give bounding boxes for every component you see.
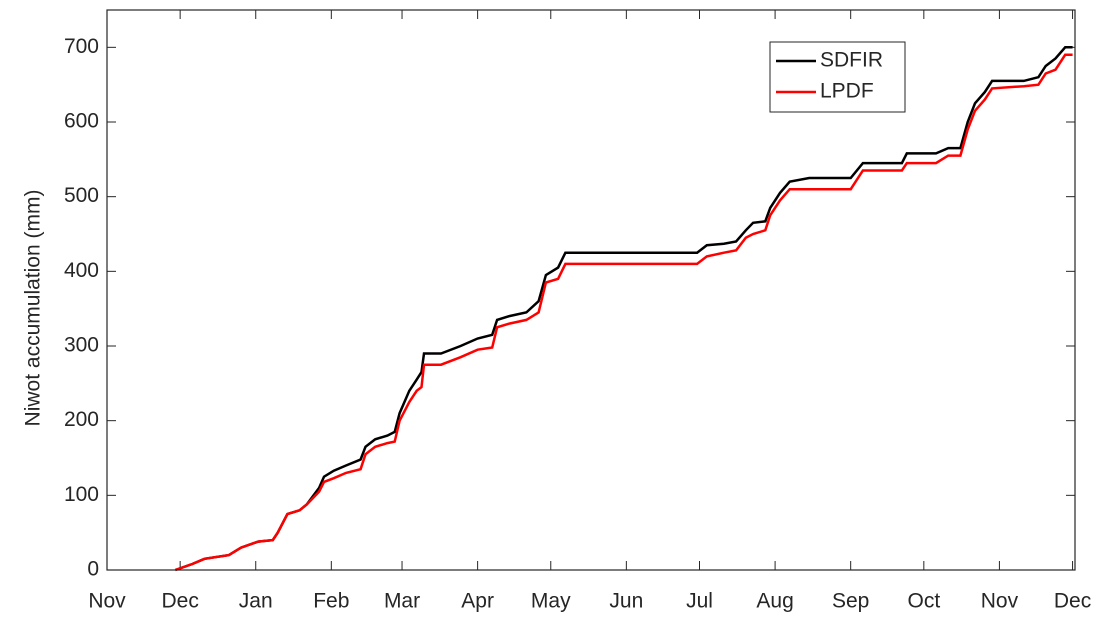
x-tick-label: Nov: [981, 590, 1019, 613]
y-tick-label: 700: [64, 35, 99, 58]
x-tick-label: Oct: [907, 590, 940, 613]
y-tick-label: 500: [64, 184, 99, 207]
x-tick-label: Apr: [461, 590, 494, 613]
x-tick-label: Jun: [609, 590, 643, 613]
y-tick-label: 400: [64, 259, 99, 282]
y-tick-label: 200: [64, 408, 99, 431]
x-tick-label: Jan: [239, 590, 273, 613]
y-tick-label: 0: [87, 558, 99, 581]
x-tick-label: Aug: [756, 590, 793, 613]
x-tick-label: May: [531, 590, 571, 613]
x-tick-label: Feb: [313, 590, 349, 613]
series-line: [174, 53, 1073, 572]
plot-frame: [106, 9, 1076, 571]
legend-box: [769, 41, 906, 113]
series-line: [174, 46, 1073, 572]
y-tick-label: 600: [64, 110, 99, 133]
x-tick-label: Dec: [1054, 590, 1091, 613]
y-tick-label: 100: [64, 483, 99, 506]
x-tick-label: Nov: [88, 590, 126, 613]
legend-label: SDFIR: [820, 49, 883, 72]
x-tick-label: Sep: [832, 590, 869, 613]
legend-label: LPDF: [820, 80, 874, 103]
x-tick-label: Jul: [686, 590, 713, 613]
x-tick-label: Dec: [161, 590, 198, 613]
y-axis-label: Niwot accumulation (mm): [22, 190, 45, 427]
x-tick-label: Mar: [384, 590, 420, 613]
y-tick-label: 300: [64, 334, 99, 357]
